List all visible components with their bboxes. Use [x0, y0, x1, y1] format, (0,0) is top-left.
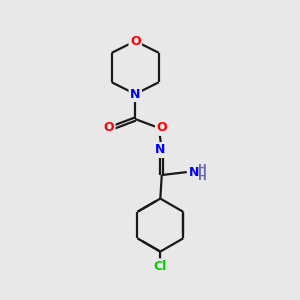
- Text: N: N: [189, 166, 200, 178]
- Text: O: O: [130, 34, 141, 48]
- Text: O: O: [103, 122, 114, 134]
- Text: Cl: Cl: [154, 260, 167, 273]
- Text: N: N: [130, 88, 140, 100]
- Text: H: H: [198, 164, 207, 173]
- Text: H: H: [198, 172, 207, 182]
- Text: N: N: [155, 143, 166, 157]
- Text: O: O: [157, 122, 167, 134]
